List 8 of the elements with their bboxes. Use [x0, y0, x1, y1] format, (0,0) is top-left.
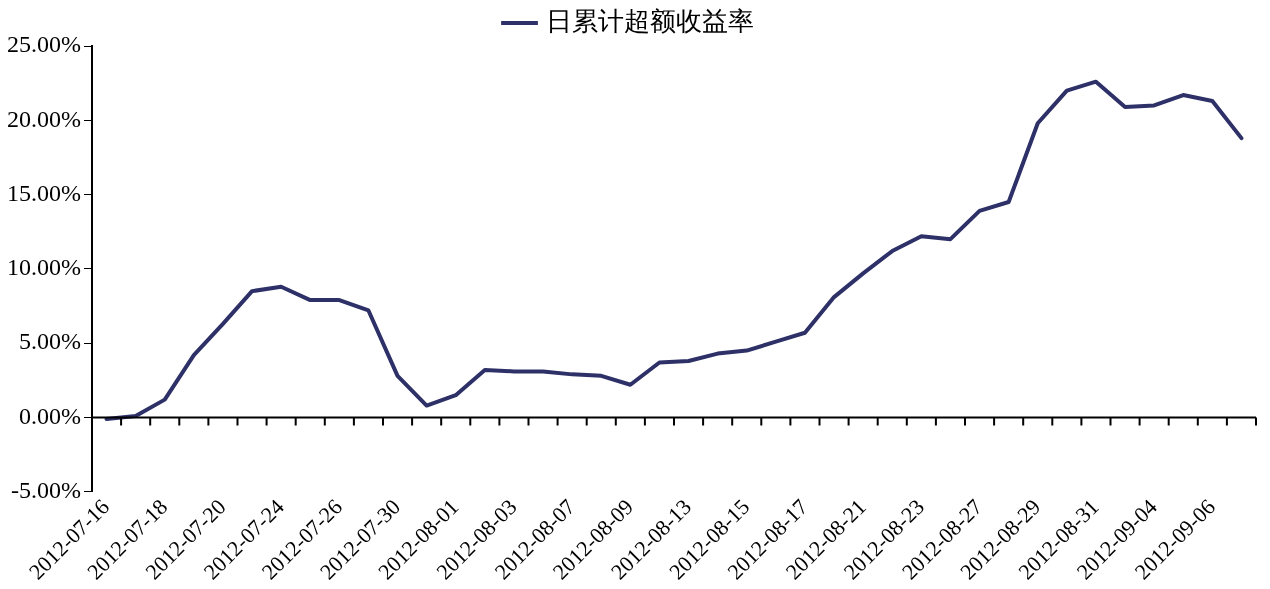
y-tick-label: 10.00%: [6, 254, 81, 281]
y-tick-label: 5.00%: [18, 328, 81, 355]
y-tick-label: 15.00%: [6, 179, 81, 206]
y-tick-label: 25.00%: [6, 31, 81, 58]
y-tick-label: 20.00%: [6, 105, 81, 132]
y-tick-label: 0.00%: [18, 402, 81, 429]
y-tick-label: -5.00%: [11, 477, 81, 504]
legend-label: 日累计超额收益率: [545, 6, 754, 36]
